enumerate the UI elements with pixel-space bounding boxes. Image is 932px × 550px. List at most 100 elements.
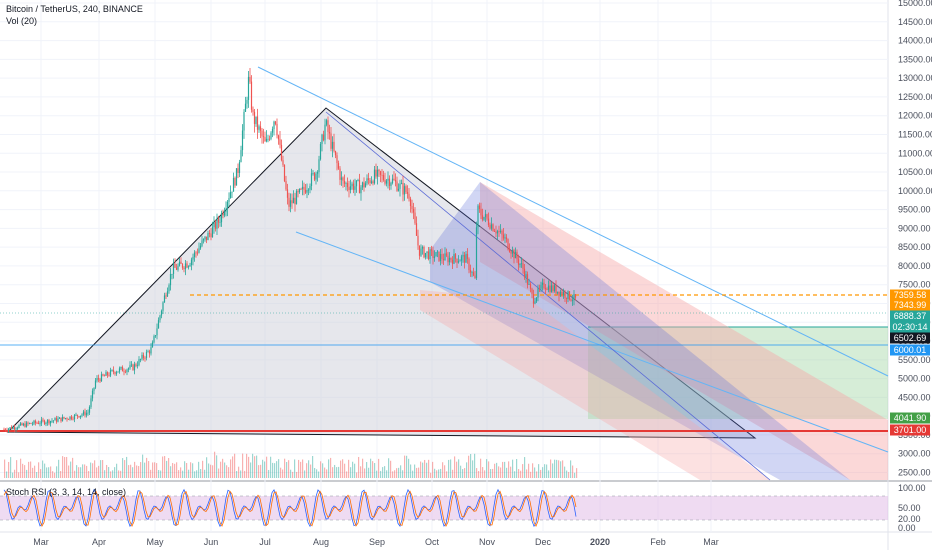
volume-bar xyxy=(572,465,574,478)
candle-body xyxy=(103,375,106,377)
volume-bar xyxy=(26,469,28,478)
volume-bar xyxy=(130,464,132,478)
candle-body xyxy=(330,133,332,149)
candle-body xyxy=(441,254,443,259)
price-tick-label: 8000.00 xyxy=(898,261,931,271)
price-badge xyxy=(890,332,930,344)
lower-trendline[interactable] xyxy=(295,231,889,453)
volume-bar xyxy=(528,463,530,478)
candle-body xyxy=(429,249,431,260)
candle-body xyxy=(55,418,58,422)
volume-bar xyxy=(432,461,434,478)
candle-body xyxy=(322,134,325,141)
candle-body xyxy=(567,291,569,299)
candle-body xyxy=(562,292,565,296)
candle-body xyxy=(243,111,245,131)
red-channel-lower[interactable] xyxy=(420,290,770,480)
volume-bar xyxy=(416,467,418,478)
volume-bar xyxy=(546,464,548,478)
candle-body xyxy=(462,255,464,257)
candle-body xyxy=(466,253,469,259)
candle-body xyxy=(133,364,136,371)
volume-bar xyxy=(296,471,298,478)
candle-body xyxy=(312,172,314,174)
candle-body xyxy=(291,200,293,204)
candle-body xyxy=(457,261,460,263)
candle-body xyxy=(526,274,529,285)
candle-body xyxy=(555,285,557,294)
volume-bar xyxy=(272,462,274,478)
candle-body xyxy=(540,284,542,289)
volume-bar xyxy=(262,459,264,478)
red-channel-upper[interactable] xyxy=(480,182,888,480)
candle-body xyxy=(88,406,91,413)
symbol-legend[interactable]: Bitcoin / TetherUS, 240, BINANCE xyxy=(6,4,143,14)
volume-bar xyxy=(300,461,302,478)
candle-body xyxy=(142,354,145,358)
price-tick-label: 12000.00 xyxy=(898,111,932,121)
candle-body xyxy=(511,249,514,254)
volume-bar xyxy=(524,457,526,478)
volume-bar xyxy=(350,467,352,478)
volume-bar xyxy=(200,469,202,478)
price-tick-label: 13000.00 xyxy=(898,73,932,83)
candle-body xyxy=(27,422,29,424)
candle-body xyxy=(352,183,355,190)
volume-bar xyxy=(72,457,74,478)
candle-body xyxy=(463,255,466,263)
price-tick-label: 11000.00 xyxy=(898,148,932,158)
price-badge-label: 4041.90 xyxy=(894,413,927,423)
candle-body xyxy=(459,260,461,262)
volume-bar xyxy=(98,465,100,478)
candle-body xyxy=(543,282,545,289)
volume-bar xyxy=(270,456,272,478)
candle-body xyxy=(381,174,383,176)
candle-body xyxy=(268,138,271,140)
candle-body xyxy=(108,375,110,377)
volume-bar xyxy=(328,459,330,478)
candle-body xyxy=(61,416,64,422)
stoch-d-line xyxy=(3,490,577,528)
candle-body xyxy=(216,218,218,229)
candle-body xyxy=(517,259,520,265)
candle-body xyxy=(531,288,533,295)
candle-body xyxy=(195,252,197,254)
volume-bar xyxy=(182,470,184,478)
candle-body xyxy=(277,135,280,140)
volume-bar xyxy=(486,459,488,478)
volume-bar xyxy=(438,469,440,478)
volume-bar xyxy=(326,469,328,478)
candle-body xyxy=(379,171,382,175)
candle-body xyxy=(546,289,548,290)
volume-bar xyxy=(568,471,570,478)
stoch-tick-label: 20.00 xyxy=(898,514,921,524)
candle-body xyxy=(172,263,175,274)
volume-bar xyxy=(256,455,258,478)
candle-body xyxy=(298,188,301,193)
volume-bars xyxy=(4,451,578,478)
volume-bar xyxy=(198,461,200,478)
candle-body xyxy=(280,144,283,161)
price-tick-label: 12500.00 xyxy=(898,92,932,102)
stoch-legend[interactable]: Stoch RSI (3, 3, 14, 14, close) xyxy=(6,487,127,497)
blue-channel[interactable] xyxy=(430,182,850,480)
candle-body xyxy=(130,364,133,366)
upper-trendline[interactable] xyxy=(257,66,889,377)
candle-body xyxy=(153,336,155,343)
candle-body xyxy=(91,390,94,399)
candle-body xyxy=(565,297,568,299)
volume-bar xyxy=(498,466,500,478)
candle-body xyxy=(382,175,385,180)
triangle-pattern[interactable] xyxy=(6,107,757,439)
candle-body xyxy=(124,371,127,373)
volume-legend[interactable]: Vol (20) xyxy=(6,16,38,26)
target-zone[interactable] xyxy=(588,327,888,419)
price-badge xyxy=(890,344,930,356)
mid-trendline[interactable] xyxy=(325,111,771,481)
volume-bar xyxy=(196,470,198,478)
candle-body xyxy=(570,299,572,301)
volume-bar xyxy=(246,453,248,478)
volume-bar xyxy=(250,462,252,478)
candle-body xyxy=(163,295,166,303)
